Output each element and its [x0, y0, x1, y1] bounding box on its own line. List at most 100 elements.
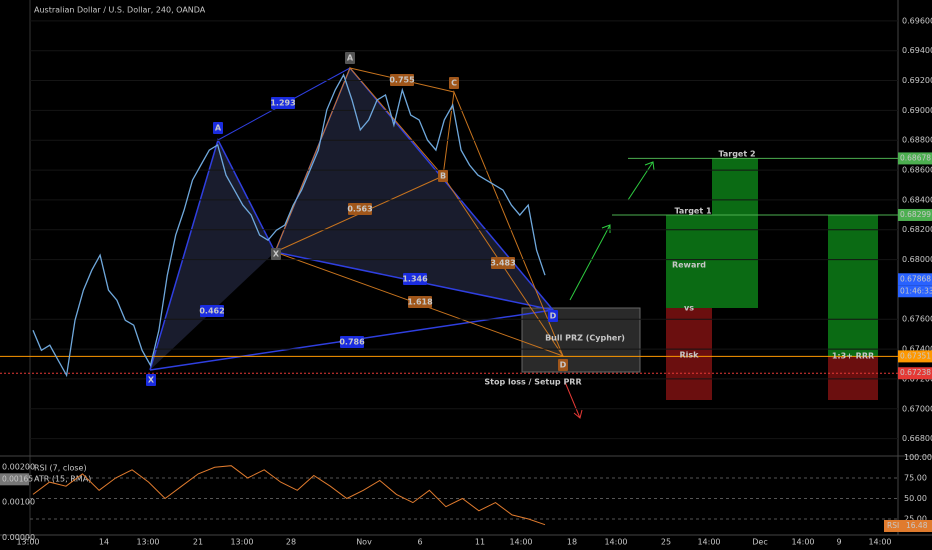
price-label: 0.68299 — [900, 210, 931, 219]
annotation: vs — [684, 304, 694, 313]
x-tick-label: 14:00 — [604, 538, 627, 547]
x-tick-label: 14:00 — [868, 538, 891, 547]
x-tick-label: 14:00 — [791, 538, 814, 547]
y-tick-label: 0.69000 — [902, 106, 932, 115]
y-tick-label: 0.68600 — [902, 166, 932, 175]
y-tick-label: 0.69600 — [902, 16, 932, 25]
label-text: 0.462 — [199, 307, 224, 316]
label-box — [271, 97, 295, 109]
trade-boxes — [521, 158, 878, 400]
x-tick-label: 9 — [836, 538, 841, 547]
label-text: 1.618 — [407, 298, 433, 307]
label-box — [213, 122, 223, 134]
pattern-fill — [150, 140, 275, 370]
price-label-box — [898, 350, 932, 363]
label-text: B — [440, 172, 446, 181]
atr-last-box — [0, 473, 29, 486]
annotation: Reward — [672, 261, 706, 270]
price-label: 0.67238 — [900, 368, 931, 377]
label-text: 0.786 — [339, 338, 365, 347]
y-tick-label: 0.68800 — [902, 136, 932, 145]
x-tick-label: 6 — [417, 538, 422, 547]
y-tick-label: 0.68000 — [902, 255, 932, 264]
x-tick-label: 25 — [661, 538, 671, 547]
label-text: 0.563 — [347, 205, 372, 214]
y-tick-label: 100.00 — [904, 453, 932, 462]
label-box — [146, 374, 156, 386]
y-tick-label: 0.67000 — [902, 404, 932, 413]
label-box — [403, 273, 427, 285]
rsi-line — [32, 465, 546, 526]
label-box — [271, 248, 281, 260]
arrow-head — [601, 224, 611, 233]
atr-tick-label: 0.00000 — [2, 533, 35, 542]
prz-box — [521, 307, 641, 373]
reward-box — [712, 158, 758, 308]
price-label: 0.67351 — [900, 351, 931, 360]
rsi-last-box — [884, 519, 932, 532]
countdown-box — [898, 285, 932, 298]
annotation: 1:3+ RRR — [832, 352, 874, 361]
label-text: 3.483 — [490, 259, 515, 268]
y-tick-label: 0.67600 — [902, 315, 932, 324]
label-box — [408, 296, 432, 308]
label-text: D — [550, 312, 557, 321]
x-tick-label: 13:00 — [16, 538, 39, 547]
label-text: A — [347, 54, 354, 63]
label-text: 0.755 — [389, 76, 415, 85]
y-tick-label: 25.00 — [904, 515, 927, 524]
legend-entry: RSI (7, close) — [34, 464, 87, 473]
atr-tick-label: 0.00200 — [2, 463, 35, 472]
label-text: 1.346 — [402, 275, 428, 284]
rsi-last-value: 16.48 — [906, 521, 928, 530]
rsi-last-name: RSI — [887, 521, 899, 530]
arrows — [564, 161, 655, 419]
arrow — [569, 224, 611, 301]
price-label-box — [898, 273, 932, 286]
label-box — [200, 305, 224, 317]
price-label-box — [898, 152, 932, 165]
annotation: Bull PRZ (Cypher) — [545, 334, 625, 343]
reward-box — [828, 215, 878, 357]
label-box — [449, 77, 459, 89]
label-box — [558, 359, 568, 371]
label-box — [491, 257, 515, 269]
label-text: A — [215, 124, 222, 133]
y-tick-label: 0.69400 — [902, 46, 932, 55]
label-box — [390, 74, 414, 86]
arrow-head — [573, 409, 583, 419]
label-box — [345, 52, 355, 64]
label-box — [348, 203, 372, 215]
label-box — [340, 336, 364, 348]
annotation: Target 1 — [674, 207, 712, 216]
arrow-head — [644, 161, 655, 171]
x-tick-label: 14 — [99, 538, 109, 547]
legend-entry: ATR (15, RMA) — [34, 475, 91, 484]
label-text: X — [273, 250, 280, 259]
x-tick-label: Nov — [356, 538, 372, 547]
x-tick-label: 13:00 — [136, 538, 159, 547]
x-tick-label: 11 — [475, 538, 485, 547]
price-label: 0.67868 — [900, 274, 931, 283]
price-label: 0.68678 — [900, 153, 931, 162]
x-tick-label: 18 — [567, 538, 577, 547]
annotation: Risk — [680, 351, 700, 360]
reward-box — [666, 215, 712, 308]
y-tick-label: 0.68200 — [902, 225, 932, 234]
label-text: D — [560, 361, 567, 370]
pattern — [149, 66, 564, 371]
price-line — [32, 73, 546, 378]
arrow — [627, 161, 654, 201]
countdown: 01:46:33 — [900, 286, 932, 295]
pattern-line — [274, 67, 564, 357]
atr-last-label: 0.00165 — [2, 474, 33, 483]
annotation: Stop loss / Setup PRR — [484, 378, 581, 387]
label-text: X — [148, 376, 155, 385]
y-tick-label: 50.00 — [904, 494, 927, 503]
label-box — [548, 310, 558, 322]
price-label-box — [898, 367, 932, 380]
x-tick-label: 14:00 — [509, 538, 532, 547]
atr-tick-label: 0.00100 — [2, 498, 35, 507]
